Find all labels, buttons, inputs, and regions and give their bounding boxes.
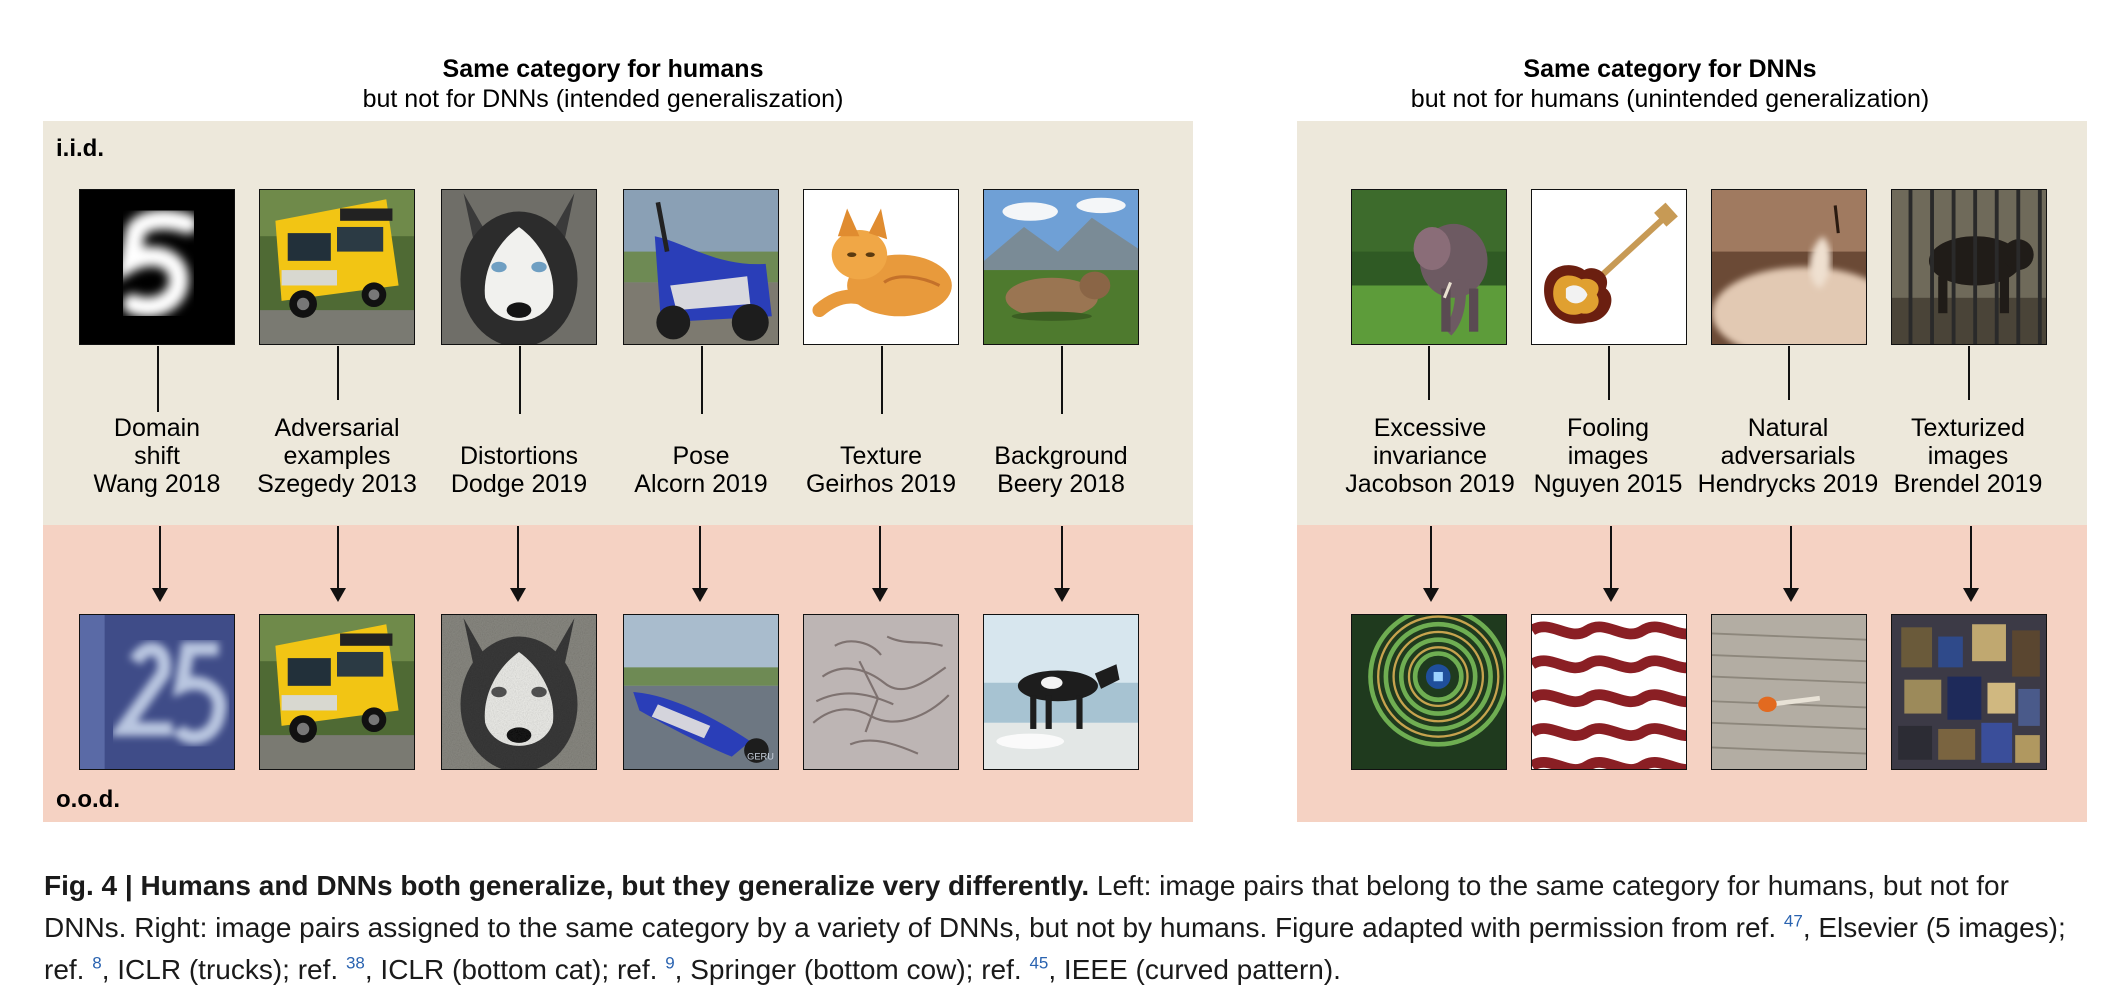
label-fooling-images: Fooling images Nguyen 2015 bbox=[1533, 414, 1683, 498]
connector-line bbox=[1061, 346, 1063, 414]
svg-text:GERU: GERU bbox=[747, 752, 774, 762]
yellow-truck-image bbox=[259, 189, 415, 345]
arrow-down bbox=[1423, 526, 1439, 602]
arrow-down bbox=[1963, 526, 1979, 602]
label-distortions: Distortions Dodge 2019 bbox=[450, 442, 588, 498]
arrow-down bbox=[1603, 526, 1619, 602]
husky-noisy-image bbox=[441, 614, 597, 770]
cow-on-beach-image bbox=[983, 614, 1139, 770]
iid-label: i.i.d. bbox=[56, 135, 104, 162]
right-panel-title: Same category for DNNs but not for human… bbox=[1390, 54, 1950, 114]
arrow-down bbox=[872, 526, 888, 602]
husky-image bbox=[441, 189, 597, 345]
connector-line bbox=[1608, 346, 1610, 400]
connector-line bbox=[1428, 346, 1430, 400]
left-panel-title: Same category for humans but not for DNN… bbox=[343, 54, 863, 114]
arrow-down bbox=[510, 526, 526, 602]
connector-line bbox=[1788, 346, 1790, 400]
reference-link[interactable]: 8 bbox=[92, 953, 102, 973]
texturized-scrambled-image bbox=[1891, 614, 2047, 770]
label-background: Background Beery 2018 bbox=[994, 442, 1128, 498]
curved-spiral-pattern-image bbox=[1351, 614, 1507, 770]
arrow-down bbox=[692, 526, 708, 602]
label-texturized-images: Texturized images Brendel 2019 bbox=[1893, 414, 2043, 498]
figure-label: Fig. 4 | Humans and DNNs both generalize… bbox=[44, 870, 1090, 901]
candle-sepia-image bbox=[1711, 189, 1867, 345]
connector-line bbox=[157, 346, 159, 412]
label-excessive-invariance: Excessive invariance Jacobson 2019 bbox=[1345, 414, 1515, 498]
label-adversarial-examples: Adversarial examples Szegedy 2013 bbox=[257, 414, 417, 498]
arrow-down bbox=[1054, 526, 1070, 602]
left-panel-subheading: but not for DNNs (intended generaliszati… bbox=[362, 85, 844, 113]
connector-line bbox=[881, 346, 883, 414]
connector-line bbox=[337, 346, 339, 400]
figure-caption: Fig. 4 | Humans and DNNs both generalize… bbox=[44, 870, 2066, 985]
label-texture: Texture Geirhos 2019 bbox=[805, 442, 957, 498]
arrow-down bbox=[330, 526, 346, 602]
mushroom-on-wood-image bbox=[1711, 614, 1867, 770]
orange-cat-image bbox=[803, 189, 959, 345]
red-white-wave-pattern-image bbox=[1531, 614, 1687, 770]
label-natural-adversarials: Natural adversarials Hendrycks 2019 bbox=[1697, 414, 1879, 498]
connector-line bbox=[519, 346, 521, 414]
arrow-down bbox=[152, 526, 168, 602]
elephant-in-grass-image bbox=[1351, 189, 1507, 345]
connector-line bbox=[1968, 346, 1970, 400]
connector-line bbox=[701, 346, 703, 414]
reference-link[interactable]: 45 bbox=[1029, 953, 1049, 973]
left-panel-heading: Same category for humans bbox=[442, 55, 764, 83]
scooter-flipped-image: GERU bbox=[623, 614, 779, 770]
yellow-truck-adversarial-image bbox=[259, 614, 415, 770]
mnist-digit-image bbox=[79, 189, 235, 345]
ood-label: o.o.d. bbox=[56, 786, 120, 813]
label-domain-shift: Domain shift Wang 2018 bbox=[93, 414, 221, 498]
arrow-down bbox=[1783, 526, 1799, 602]
cat-texture-edges-image bbox=[803, 614, 959, 770]
dog-behind-fence-image bbox=[1891, 189, 2047, 345]
right-panel-heading: Same category for DNNs bbox=[1523, 55, 1817, 83]
reference-link[interactable]: 9 bbox=[665, 953, 675, 973]
cow-on-grass-image bbox=[983, 189, 1139, 345]
label-pose: Pose Alcorn 2019 bbox=[634, 442, 768, 498]
reference-link[interactable]: 47 bbox=[1783, 911, 1803, 931]
svhn-digit-image bbox=[79, 614, 235, 770]
right-panel-subheading: but not for humans (unintended generaliz… bbox=[1410, 85, 1930, 113]
electric-guitar-image bbox=[1531, 189, 1687, 345]
blue-scooter-image bbox=[623, 189, 779, 345]
reference-link[interactable]: 38 bbox=[345, 953, 365, 973]
